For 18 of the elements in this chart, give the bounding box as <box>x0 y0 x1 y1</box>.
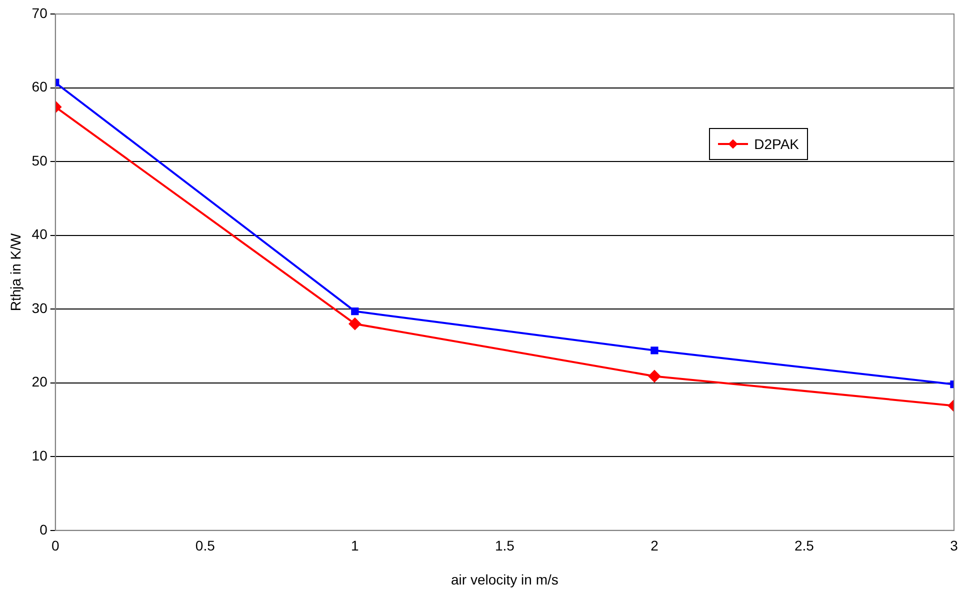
y-tick-label: 60 <box>32 78 48 95</box>
y-tick-label: 70 <box>32 4 48 21</box>
x-tick-label: 2 <box>650 538 659 554</box>
y-tick-label: 30 <box>32 300 48 316</box>
y-tick-label: 40 <box>32 226 48 242</box>
y-tick-label: 0 <box>40 521 48 538</box>
x-tick-label: 3 <box>950 538 958 554</box>
y-tick-label: 50 <box>32 152 48 168</box>
y-axis-title: Rthja in K/W <box>7 232 24 312</box>
x-tick-label: 1.5 <box>494 538 515 554</box>
x-tick-label: 0.5 <box>195 538 216 554</box>
y-tick-label: 10 <box>32 447 48 464</box>
legend-label: D2PAK <box>754 136 799 152</box>
y-tick-label: 20 <box>32 374 48 390</box>
x-tick-label: 1 <box>351 538 360 554</box>
x-axis-title: air velocity in m/s <box>451 571 558 588</box>
x-tick-label: 0 <box>51 538 60 554</box>
x-tick-label: 2.5 <box>794 538 814 554</box>
